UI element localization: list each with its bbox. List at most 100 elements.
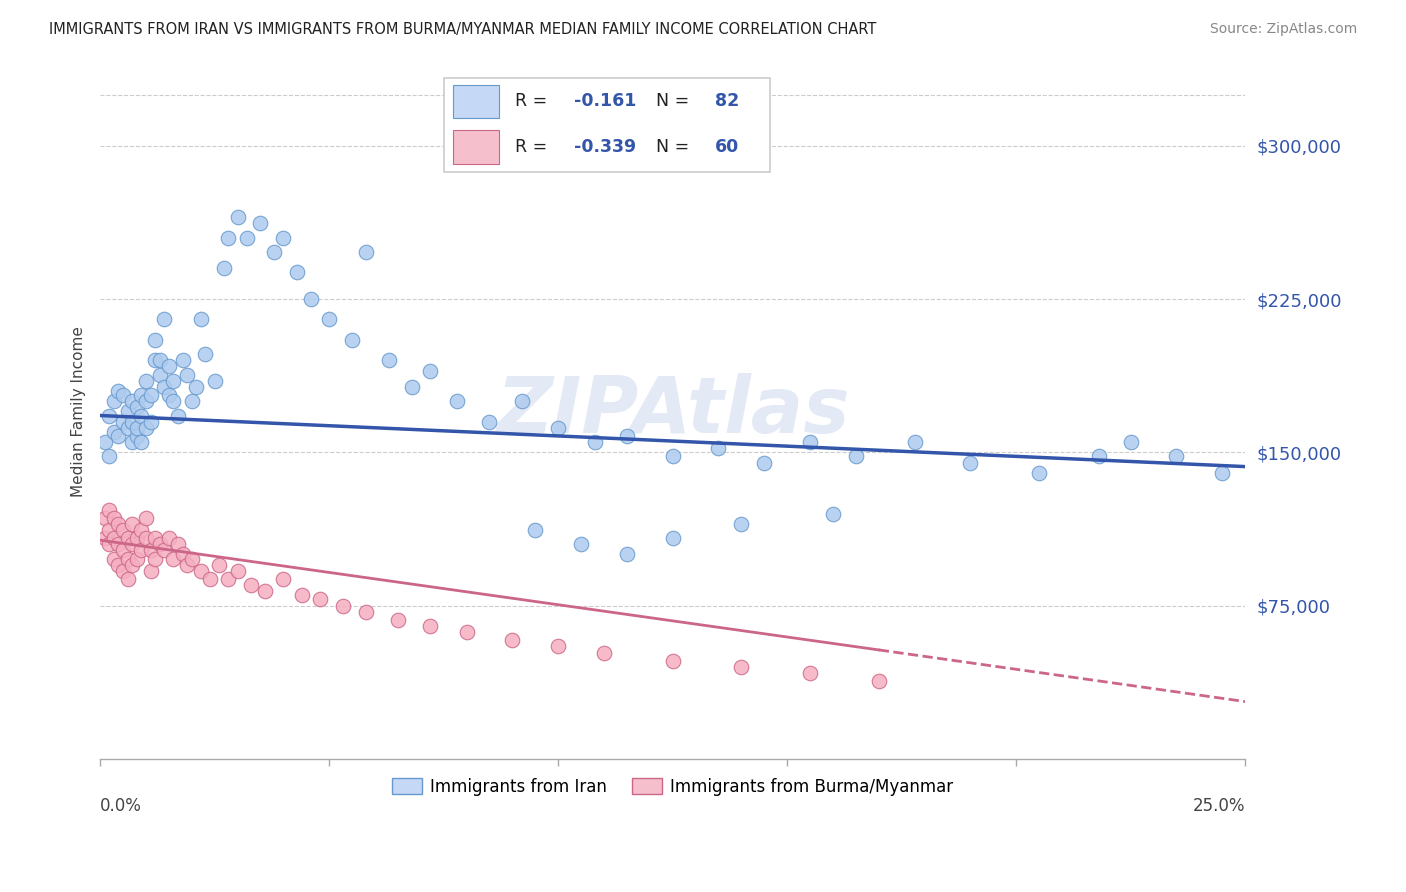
Point <box>103 551 125 566</box>
Point <box>273 231 295 245</box>
Point <box>524 523 547 537</box>
Point <box>162 394 184 409</box>
Point <box>131 543 153 558</box>
Point <box>139 415 162 429</box>
Point <box>263 245 285 260</box>
Point <box>149 537 172 551</box>
Point <box>616 548 638 562</box>
Point <box>125 421 148 435</box>
Point <box>143 333 166 347</box>
Point <box>273 572 295 586</box>
Point <box>125 551 148 566</box>
Point <box>172 548 194 562</box>
Point <box>117 404 139 418</box>
Point <box>103 425 125 439</box>
Point <box>135 510 157 524</box>
Point <box>117 531 139 545</box>
Point <box>730 516 752 531</box>
Point <box>212 261 235 276</box>
Point <box>131 523 153 537</box>
Point <box>107 516 129 531</box>
Point <box>377 353 399 368</box>
Point <box>249 216 271 230</box>
Point <box>1166 450 1188 464</box>
Point <box>143 531 166 545</box>
Point <box>208 558 231 572</box>
Point <box>190 312 212 326</box>
Point <box>176 558 198 572</box>
Point <box>131 409 153 423</box>
Point <box>198 572 221 586</box>
Point <box>125 401 148 415</box>
Point <box>240 578 263 592</box>
Point <box>117 421 139 435</box>
Point <box>217 231 239 245</box>
Point <box>547 421 569 435</box>
Point <box>107 558 129 572</box>
Point <box>959 456 981 470</box>
Point <box>107 537 129 551</box>
Point <box>103 510 125 524</box>
Point <box>93 510 115 524</box>
Point <box>131 388 153 402</box>
Point <box>253 584 276 599</box>
Point <box>799 435 821 450</box>
Point <box>194 347 217 361</box>
Point <box>135 421 157 435</box>
Point <box>135 531 157 545</box>
Point <box>157 531 180 545</box>
Point <box>153 543 176 558</box>
Point <box>93 435 115 450</box>
Point <box>107 429 129 443</box>
Point <box>98 523 121 537</box>
Point <box>1087 450 1109 464</box>
Point <box>501 633 523 648</box>
Point <box>456 625 478 640</box>
Point <box>318 312 340 326</box>
Point <box>235 231 257 245</box>
Point <box>569 537 592 551</box>
Point <box>446 394 468 409</box>
Point <box>98 537 121 551</box>
Point <box>707 441 730 455</box>
Point <box>135 374 157 388</box>
Point <box>419 619 441 633</box>
Point <box>117 572 139 586</box>
Point <box>387 613 409 627</box>
Text: 0.0%: 0.0% <box>100 797 142 815</box>
Point <box>162 551 184 566</box>
Point <box>754 456 776 470</box>
Point <box>139 543 162 558</box>
Point <box>121 516 143 531</box>
Point <box>121 415 143 429</box>
Point <box>583 435 606 450</box>
Point <box>157 388 180 402</box>
Point <box>149 353 172 368</box>
Point <box>616 429 638 443</box>
Point <box>112 564 135 578</box>
Point <box>478 415 501 429</box>
Point <box>661 531 683 545</box>
Point <box>176 368 198 382</box>
Point <box>98 409 121 423</box>
Point <box>226 564 249 578</box>
Text: ZIPAtlas: ZIPAtlas <box>496 374 849 450</box>
Point <box>103 394 125 409</box>
Point <box>139 388 162 402</box>
Point <box>149 368 172 382</box>
Point <box>153 312 176 326</box>
Point <box>112 523 135 537</box>
Point <box>354 605 377 619</box>
Point <box>98 502 121 516</box>
Point <box>112 415 135 429</box>
Point <box>93 531 115 545</box>
Point <box>157 359 180 374</box>
Point <box>661 450 683 464</box>
Text: 25.0%: 25.0% <box>1192 797 1246 815</box>
Point <box>401 380 423 394</box>
Point <box>121 558 143 572</box>
Point <box>167 409 190 423</box>
Point <box>162 374 184 388</box>
Point <box>143 551 166 566</box>
Point <box>845 450 868 464</box>
